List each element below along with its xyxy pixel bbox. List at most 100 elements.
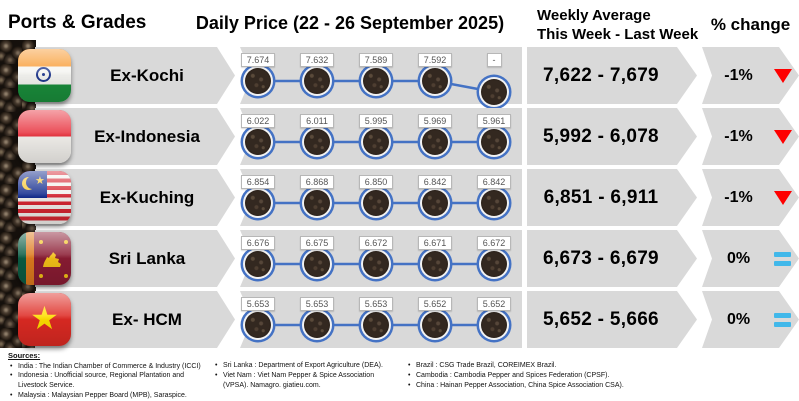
- daily-price-heading: Daily Price (22 - 26 September 2025): [195, 13, 505, 33]
- trend-down-icon: [774, 68, 792, 83]
- ports-grades-heading: Ports & Grades: [8, 12, 147, 33]
- data-point-marker: [363, 251, 389, 277]
- data-point-label: 7.592: [405, 50, 465, 68]
- malaysia-canton: [18, 171, 48, 198]
- pct-change-value: -1%: [724, 127, 753, 145]
- india-flag-icon: [18, 49, 71, 102]
- indonesia-flag-icon: [18, 110, 71, 163]
- data-point-marker: [481, 251, 507, 277]
- trend-down-icon: [774, 129, 792, 144]
- source-item: Indonesia : Unofficial source, Regional …: [8, 371, 208, 391]
- vietnam-flag-icon: [18, 293, 71, 346]
- pct-change-value: 0%: [726, 249, 751, 267]
- data-point-marker: [422, 68, 448, 94]
- data-point-label: 5.652: [464, 294, 524, 312]
- data-point-label: 6.868: [287, 172, 347, 190]
- sri-lanka-stripes: [18, 232, 34, 285]
- data-point-marker: [363, 129, 389, 155]
- weekly-average-value: 6,851 - 6,911: [543, 186, 659, 208]
- data-point-label: 5.969: [405, 111, 465, 129]
- price-row-hcm: Ex- HCM 5.653 5.653 5.653 5.652 5.652 5,…: [0, 291, 799, 348]
- daily-price-chart: 6.854 6.868 6.850 6.842 6.842: [240, 169, 522, 226]
- data-point-label: 5.652: [405, 294, 465, 312]
- weekly-average-value: 7,622 - 7,679: [543, 64, 659, 86]
- data-point-marker: [422, 190, 448, 216]
- star-icon: [35, 176, 45, 187]
- price-row-srilanka: Sri Lanka 6.676 6.675 6.672 6.671 6.672 …: [0, 230, 799, 287]
- data-point-label: 6.671: [405, 233, 465, 251]
- data-point-label: 6.672: [464, 233, 524, 251]
- data-point-label: 7.589: [346, 50, 406, 68]
- port-name-band: Ex- HCM: [35, 291, 235, 348]
- data-point-label: 6.842: [405, 172, 465, 190]
- pct-change-value: 0%: [726, 310, 751, 328]
- pct-change-band: 0%: [702, 291, 799, 348]
- sources-heading: Sources:: [8, 351, 41, 360]
- data-point-label: 5.961: [464, 111, 524, 129]
- weekly-average-value: 6,673 - 6,679: [543, 247, 659, 269]
- data-point-marker: [245, 312, 271, 338]
- sources-column-2: Sri Lanka : Department of Export Agricul…: [213, 351, 401, 390]
- data-point-marker: [481, 190, 507, 216]
- data-point-label: 7.632: [287, 50, 347, 68]
- data-point-marker: [304, 251, 330, 277]
- ashoka-chakra-icon: [36, 67, 51, 82]
- daily-price-chart: 6.022 6.011 5.995 5.969 5.961: [240, 108, 522, 165]
- daily-price-chart: 6.676 6.675 6.672 6.671 6.672: [240, 230, 522, 287]
- lion-icon: [42, 251, 61, 267]
- data-point-marker: [363, 312, 389, 338]
- data-point-marker: [245, 251, 271, 277]
- price-row-kochi: Ex-Kochi 7.674 7.632 7.589 7.592 - 7,622…: [0, 47, 799, 105]
- trend-equal-icon: [774, 251, 791, 266]
- pct-change-band: -1%: [702, 169, 799, 226]
- data-point-marker: [422, 251, 448, 277]
- weekly-average-band: 7,622 - 7,679: [527, 47, 697, 104]
- data-point-marker: [422, 312, 448, 338]
- weekly-average-band: 5,992 - 6,078: [527, 108, 697, 165]
- malaysia-flag-icon: [18, 171, 71, 224]
- data-point-marker: [363, 190, 389, 216]
- source-item: Cambodia : Cambodia Pepper and Spices Fe…: [406, 371, 706, 381]
- port-name-label: Ex-Indonesia: [94, 126, 200, 146]
- pct-change-band: 0%: [702, 230, 799, 287]
- data-point-label: 6.842: [464, 172, 524, 190]
- data-point-marker: [481, 79, 507, 105]
- source-item: India : The Indian Chamber of Commerce &…: [8, 362, 208, 372]
- data-point-label: 6.854: [228, 172, 288, 190]
- data-point-label: 5.653: [228, 294, 288, 312]
- data-point-label: -: [464, 50, 524, 68]
- port-name-label: Sri Lanka: [108, 248, 186, 268]
- data-point-label: 6.676: [228, 233, 288, 251]
- weekly-average-line1: Weekly Average: [537, 7, 651, 24]
- data-point-marker: [363, 68, 389, 94]
- bo-leaves-icon: [39, 240, 43, 244]
- data-point-label: 6.675: [287, 233, 347, 251]
- data-point-marker: [245, 68, 271, 94]
- data-point-label: 5.653: [346, 294, 406, 312]
- weekly-average-value: 5,992 - 6,078: [543, 125, 659, 147]
- data-point-label: 6.011: [287, 111, 347, 129]
- source-item: Viet Nam : Viet Nam Pepper & Spice Assoc…: [213, 371, 401, 391]
- port-name-band: Ex-Kuching: [35, 169, 235, 226]
- source-item: Sri Lanka : Department of Export Agricul…: [213, 361, 401, 371]
- price-row-kuching: Ex-Kuching 6.854 6.868 6.850 6.842 6.842…: [0, 169, 799, 226]
- source-item: China : Hainan Pepper Association, China…: [406, 381, 706, 391]
- star-icon: [30, 302, 59, 334]
- price-row-indonesia: Ex-Indonesia 6.022 6.011 5.995 5.969 5.9…: [0, 108, 799, 165]
- weekly-average-band: 5,652 - 5,666: [527, 291, 697, 348]
- sources-column-3: Brazil : CSG Trade Brazil, COREIMEX Braz…: [406, 351, 706, 390]
- weekly-average-line2: This Week - Last Week: [537, 26, 699, 44]
- pct-change-band: -1%: [702, 108, 799, 165]
- port-name-label: Ex-Kuching: [99, 187, 195, 207]
- trend-equal-icon: [774, 312, 791, 327]
- pct-change-value: -1%: [724, 66, 753, 84]
- sri-lanka-flag-icon: [18, 232, 71, 285]
- daily-price-chart: 5.653 5.653 5.653 5.652 5.652: [240, 291, 522, 348]
- crescent-icon: [22, 176, 39, 190]
- data-point-marker: [422, 129, 448, 155]
- port-name-label: Ex- HCM: [112, 309, 182, 329]
- data-point-label: 6.022: [228, 111, 288, 129]
- source-item: Brazil : CSG Trade Brazil, COREIMEX Braz…: [406, 361, 706, 371]
- weekly-average-band: 6,673 - 6,679: [527, 230, 697, 287]
- data-point-label: 6.672: [346, 233, 406, 251]
